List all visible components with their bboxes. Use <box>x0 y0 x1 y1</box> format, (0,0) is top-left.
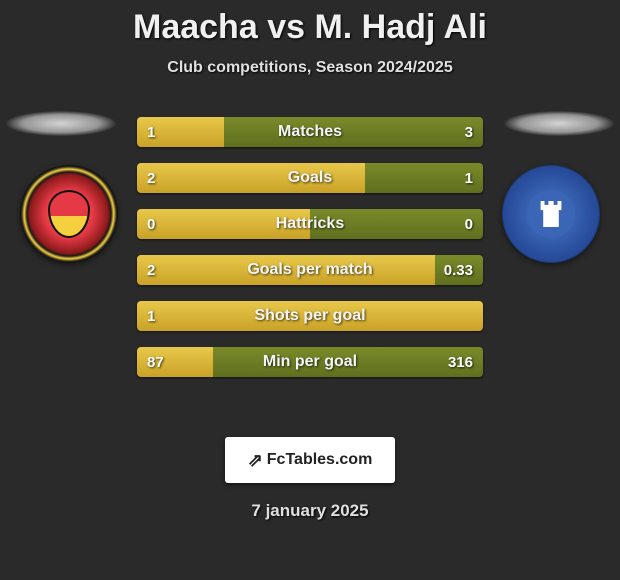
player1-shadow <box>6 111 116 136</box>
stat-bar-left <box>137 255 435 285</box>
stat-row: 00Hattricks <box>137 209 483 239</box>
title-player2: M. Hadj Ali <box>314 8 487 46</box>
stat-row: 20.33Goals per match <box>137 255 483 285</box>
stat-row: 13Matches <box>137 117 483 147</box>
title-player1: Maacha <box>133 8 258 46</box>
stat-bar-left <box>137 117 224 147</box>
player2-shadow <box>504 111 614 136</box>
castle-icon <box>538 201 564 227</box>
stat-bar-left <box>137 209 310 239</box>
club-badge-right-inner <box>527 190 575 238</box>
stat-row: 21Goals <box>137 163 483 193</box>
stat-bar-bg <box>137 117 483 147</box>
stat-bar-bg <box>137 301 483 331</box>
comparison-stage: 13Matches 21Goals 00Hattricks 20.33Goals pe… <box>0 107 620 407</box>
date-label: 7 january 2025 <box>0 501 620 521</box>
club-badge-right <box>502 165 600 263</box>
page-title: Maacha vs M. Hadj Ali <box>0 0 620 47</box>
club-badge-left <box>20 165 118 263</box>
watermark-text: FcTables.com <box>267 451 373 469</box>
stat-bar-bg <box>137 163 483 193</box>
stat-bar-right <box>224 117 484 147</box>
subtitle: Club competitions, Season 2024/2025 <box>0 59 620 77</box>
stat-bar-right <box>435 255 483 285</box>
stat-bar-right <box>365 163 483 193</box>
stat-row: 87316Min per goal <box>137 347 483 377</box>
stat-bar-right <box>213 347 483 377</box>
club-badge-left-shield-icon <box>48 190 90 238</box>
title-vs: vs <box>267 8 305 46</box>
stat-bars: 13Matches 21Goals 00Hattricks 20.33Goals pe… <box>137 117 483 393</box>
chart-arrow-icon: ⇗ <box>248 450 263 471</box>
stat-bar-left <box>137 347 213 377</box>
stat-row: 1Shots per goal <box>137 301 483 331</box>
stat-bar-bg <box>137 255 483 285</box>
stat-bar-bg <box>137 209 483 239</box>
stat-bar-bg <box>137 347 483 377</box>
stat-bar-right <box>310 209 483 239</box>
stat-bar-left <box>137 163 365 193</box>
stat-bar-left <box>137 301 483 331</box>
watermark: ⇗ FcTables.com <box>225 437 395 483</box>
